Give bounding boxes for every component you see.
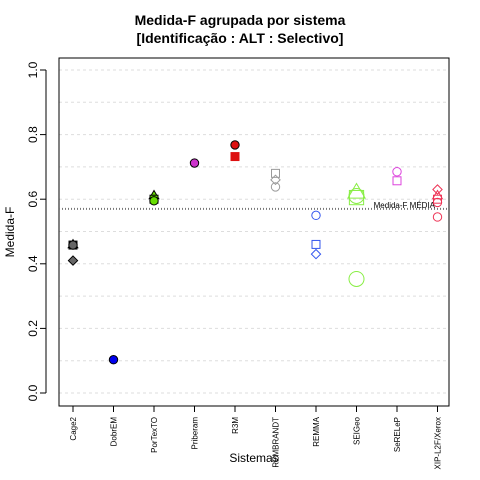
data-point bbox=[230, 152, 240, 162]
y-tick-label: 0.0 bbox=[26, 384, 40, 401]
data-point bbox=[108, 355, 119, 365]
data-point bbox=[310, 248, 322, 260]
chart-subtitle: [Identificação : ALT : Selectivo] bbox=[136, 30, 344, 46]
data-point bbox=[433, 194, 442, 204]
y-tick-label: 0.8 bbox=[26, 126, 40, 143]
y-tick-label: 0.6 bbox=[26, 191, 40, 208]
data-point bbox=[271, 168, 280, 178]
data-points bbox=[67, 140, 444, 365]
data-point bbox=[348, 189, 365, 206]
data-point bbox=[392, 176, 402, 186]
data-point bbox=[432, 184, 443, 195]
x-tick-label: DobrEM bbox=[110, 417, 119, 447]
x-tick-label: Cage2 bbox=[69, 416, 78, 440]
average-line-label: Medida-F MÉDIA bbox=[374, 201, 436, 210]
y-tick-label: 1.0 bbox=[26, 61, 40, 78]
y-tick-label: 0.4 bbox=[26, 255, 40, 272]
data-point bbox=[432, 212, 443, 222]
data-point bbox=[311, 210, 321, 221]
x-tick-label: REMBRANDT bbox=[272, 417, 281, 468]
data-point bbox=[392, 167, 402, 177]
x-tick-label: Priberam bbox=[191, 417, 200, 450]
data-point bbox=[270, 182, 281, 192]
data-point bbox=[432, 197, 443, 208]
x-axis-label: Sistemas bbox=[229, 451, 278, 465]
data-point bbox=[230, 140, 240, 150]
data-point bbox=[149, 196, 159, 206]
y-axis: 0.0 0.2 0.4 0.6 0.8 1.0 bbox=[26, 61, 47, 401]
data-point bbox=[348, 270, 365, 287]
data-point bbox=[270, 174, 281, 186]
x-tick-label: REMMA bbox=[312, 416, 321, 446]
x-tick-label: SEIGeo bbox=[353, 416, 362, 445]
y-tick-label: 0.2 bbox=[26, 320, 40, 337]
data-point bbox=[67, 255, 79, 266]
data-point bbox=[311, 239, 321, 249]
x-axis: Cage2 DobrEM PorTexTO Priberam R3M REMBRANDT R… bbox=[69, 405, 443, 469]
reference-line: Medida-F MÉDIA bbox=[59, 201, 449, 210]
grid-lines bbox=[59, 69, 449, 394]
y-axis-label: Medida-F bbox=[3, 207, 17, 258]
data-point bbox=[68, 240, 78, 250]
x-tick-label: XIP-L2F/Xerox bbox=[434, 417, 443, 469]
chart-title: Medida-F agrupada por sistema bbox=[134, 12, 346, 28]
x-tick-label: SeRELeP bbox=[393, 417, 402, 452]
data-point bbox=[189, 158, 200, 168]
x-tick-label: PorTexTO bbox=[150, 417, 159, 453]
x-tick-label: R3M bbox=[231, 417, 240, 434]
